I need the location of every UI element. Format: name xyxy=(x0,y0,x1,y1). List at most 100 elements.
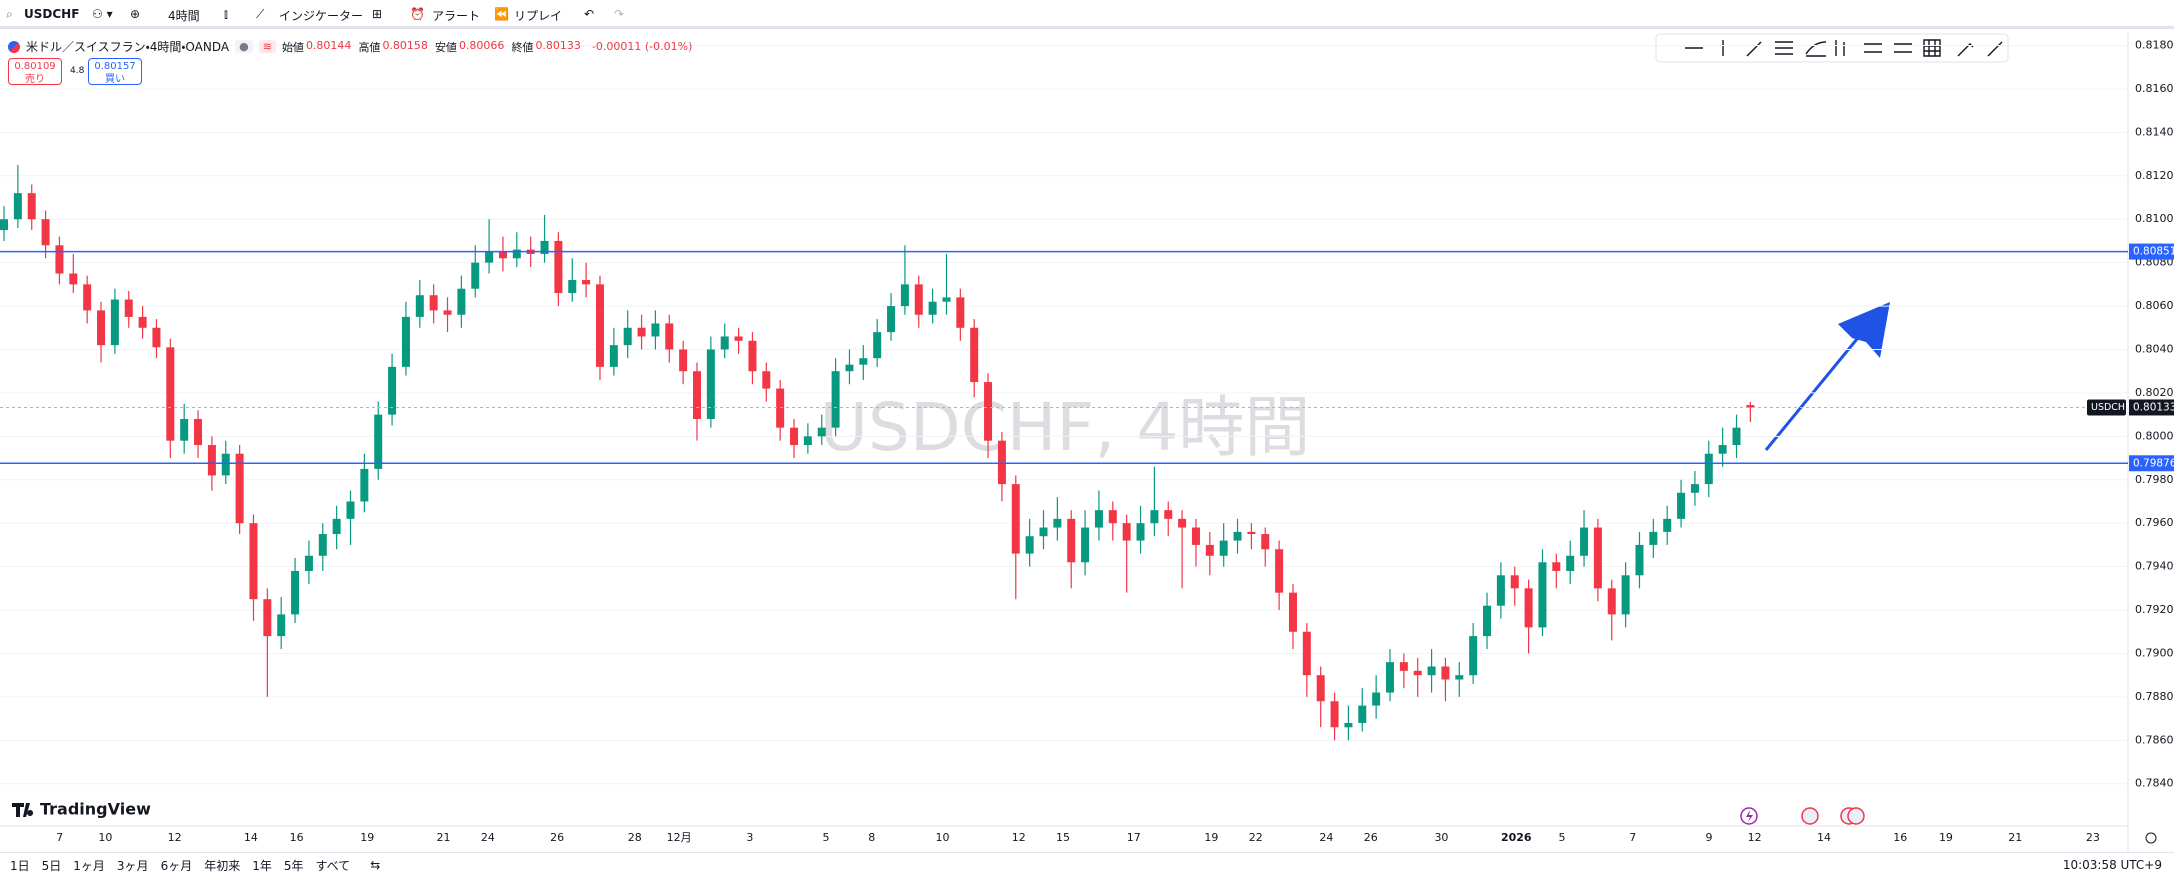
candle-body xyxy=(1552,562,1561,571)
range-button[interactable]: 3ヶ月 xyxy=(116,858,149,873)
candle-body xyxy=(1081,527,1090,563)
candle-body xyxy=(263,599,272,637)
range-button[interactable]: 1年 xyxy=(252,858,272,873)
candle-body xyxy=(1635,544,1644,576)
brand-logo[interactable]: TradingView xyxy=(12,800,151,819)
candle-body xyxy=(1164,510,1173,519)
badge[interactable]: ≋ xyxy=(258,40,276,53)
candle-body xyxy=(1732,427,1741,446)
candle-body xyxy=(1344,722,1353,728)
drawing-toolbar[interactable] xyxy=(1655,33,2009,63)
candle-body xyxy=(665,323,674,350)
x-tick-label: 16 xyxy=(290,831,304,844)
x-tick-label: 12 xyxy=(168,831,182,844)
indicators[interactable]: インジケーター xyxy=(279,9,364,23)
candle-body xyxy=(318,534,327,556)
symbol[interactable]: USDCHF xyxy=(24,7,80,21)
redo[interactable]: ↷ xyxy=(614,7,625,21)
layouts[interactable]: ⊞ xyxy=(372,7,383,21)
candle-body xyxy=(997,440,1006,485)
candle-body xyxy=(429,295,438,311)
buy-button[interactable]: 0.80157 買い xyxy=(88,58,142,85)
trend-arrow xyxy=(1764,302,1890,451)
icon: ⏰ xyxy=(410,7,425,21)
candle-body xyxy=(1122,523,1131,541)
field-label: 始値 xyxy=(281,40,304,54)
candle-body xyxy=(207,445,216,476)
range-button[interactable]: 1ヶ月 xyxy=(73,858,105,873)
add-symbol[interactable]: ⊕ xyxy=(130,7,141,21)
x-tick-label: 16 xyxy=(1893,831,1907,844)
field-label: 終値 xyxy=(511,40,534,54)
candle-body xyxy=(928,301,937,315)
candle-body xyxy=(1690,484,1699,493)
range-button[interactable]: すべて xyxy=(315,858,351,873)
search-icon: ⌕ xyxy=(6,7,13,21)
candle-body xyxy=(609,345,618,367)
icon[interactable]: ⚇ ▾ xyxy=(92,7,113,21)
price-label: 0.80133 xyxy=(2133,401,2174,413)
flag-icon xyxy=(8,40,20,53)
spread: 4.8 xyxy=(70,66,85,76)
candle-body xyxy=(1649,531,1658,545)
undo[interactable]: ↶ xyxy=(584,7,595,21)
x-tick-label: 8 xyxy=(868,831,875,844)
range-button[interactable]: 年初来 xyxy=(204,858,241,873)
field-value: 0.80158 xyxy=(382,38,428,52)
legend: 米ドル／スイスフラン・4時間・OANDA ● ≋ 始値 0.80144 高値 0.80… xyxy=(8,38,697,55)
buy-label: 買い xyxy=(105,74,125,85)
field-value: 0.80144 xyxy=(305,38,352,52)
chart-style[interactable]: ⫾ xyxy=(224,7,228,21)
candle-body xyxy=(180,418,189,441)
candle-body xyxy=(803,436,812,446)
candle-body xyxy=(332,518,341,535)
candle-body xyxy=(13,193,22,220)
x-tick-label: 15 xyxy=(1056,831,1070,844)
replay[interactable]: リプレイ xyxy=(514,9,563,23)
x-tick-label: 28 xyxy=(628,831,642,844)
candle-body xyxy=(873,332,882,359)
y-tick-label: 0.78400 xyxy=(2135,777,2174,790)
axis-settings[interactable] xyxy=(2145,832,2157,844)
interval[interactable]: 4時間 xyxy=(168,9,200,23)
x-tick-label: 14 xyxy=(244,831,258,844)
candle-body xyxy=(1094,510,1103,528)
candle-body xyxy=(1483,605,1492,637)
event-icons[interactable] xyxy=(1740,807,1865,825)
candle-body xyxy=(720,336,729,350)
range-button[interactable]: 6ヶ月 xyxy=(160,858,193,873)
range-button[interactable]: 5日 xyxy=(41,858,62,873)
range-button[interactable]: 1日 xyxy=(10,858,30,873)
alert[interactable]: アラート xyxy=(432,9,481,23)
sell-button[interactable]: 0.80109 売り xyxy=(8,58,62,85)
x-tick-label: 17 xyxy=(1127,831,1141,844)
candle-body xyxy=(1704,453,1713,485)
date-range-icon[interactable]: ⇆ xyxy=(370,858,381,872)
badge[interactable]: ● xyxy=(235,40,253,53)
candle-body xyxy=(1316,675,1325,702)
candle-body xyxy=(790,427,799,446)
x-tick-label: 30 xyxy=(1434,831,1448,844)
candle-body xyxy=(1039,527,1048,537)
clock: 10:03:58 UTC+9 xyxy=(2062,858,2162,872)
x-tick-label: 26 xyxy=(1364,831,1378,844)
candle-body xyxy=(1219,540,1228,556)
candle-body xyxy=(498,251,507,259)
symbol-tag-box xyxy=(2087,399,2126,416)
candle-body xyxy=(706,349,715,419)
range-button[interactable]: 5年 xyxy=(283,858,304,873)
candle-body xyxy=(734,336,743,341)
legend-title: 米ドル／スイスフラン・4時間・OANDA xyxy=(26,40,230,54)
x-tick-label: 19 xyxy=(1939,831,1953,844)
candle-body xyxy=(235,453,244,524)
candle-body xyxy=(651,323,660,337)
